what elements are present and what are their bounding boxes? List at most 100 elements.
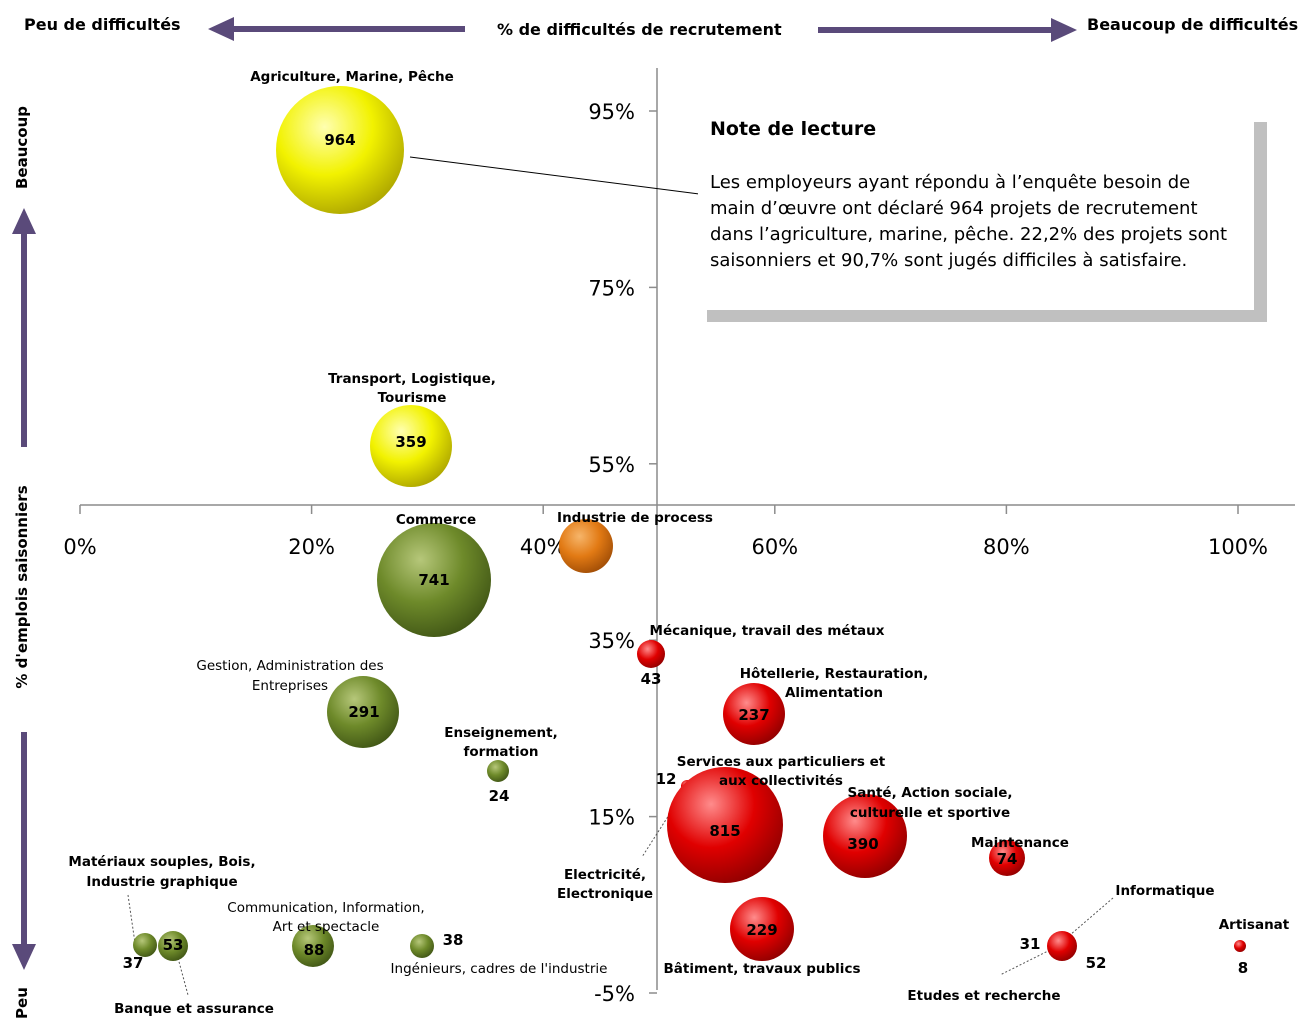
label-materiaux: Matériaux souples, Bois, (68, 854, 255, 870)
value-communication: 88 (304, 941, 325, 959)
label-electricite: Electricité, (564, 867, 646, 883)
x-tick-label: 80% (983, 535, 1030, 559)
value-enseignement: 24 (489, 787, 510, 805)
label-batiment: Bâtiment, travaux publics (664, 961, 861, 977)
label-services-2: aux collectivités (719, 773, 843, 789)
label-gestion: Gestion, Administration des (196, 658, 383, 674)
label-transport-2: Tourisme (378, 390, 447, 406)
label-industrie-process: Industrie de process (557, 510, 713, 526)
note-shadow-bottom (707, 306, 1267, 322)
value-agriculture: 964 (324, 131, 355, 149)
bubble-gestion-administration-des-entreprises (327, 676, 399, 748)
y-ticks: 95% 75% 55% 35% 15% -5% (588, 100, 657, 1006)
left-arrow-head (208, 17, 234, 41)
bubble-commerce (377, 523, 491, 637)
value-commerce: 741 (418, 571, 449, 589)
label-hotellerie: Hôtellerie, Restauration, (740, 666, 929, 682)
value-maintenance: 74 (997, 850, 1018, 868)
label-hotellerie-2: Alimentation (785, 685, 883, 701)
bubble-b-timent-travaux-publics (730, 897, 794, 961)
label-informatique: Informatique (1115, 883, 1214, 899)
note-title: Note de lecture (710, 118, 877, 140)
y-tick-label: 75% (588, 276, 635, 300)
bubble-enseignement-formation (487, 760, 509, 782)
bubble-industrie-de-process (559, 519, 613, 573)
bubble-sant-action-sociale-culturelle-et-sportive (823, 794, 907, 878)
value-ingenieurs: 38 (443, 931, 464, 949)
label-services: Services aux particuliers et (677, 754, 886, 770)
header-right-label: Beaucoup de difficultés (1087, 15, 1299, 34)
label-electricite-2: Electronique (557, 886, 653, 902)
bubble-maintenance (989, 840, 1025, 876)
x-tick-label: 60% (751, 535, 798, 559)
y-tick-label: 35% (588, 629, 635, 653)
side-top-label: Beaucoup (13, 105, 31, 189)
value-informatique: 52 (1086, 954, 1107, 972)
bubble-agriculture-marine-p-che (276, 86, 404, 214)
label-sante-2: culturelle et sportive (850, 805, 1010, 821)
y-tick-label: 55% (588, 453, 635, 477)
value-services: 815 (709, 822, 740, 840)
bubble-informatique (1047, 931, 1077, 961)
label-etudes: Etudes et recherche (907, 988, 1060, 1004)
note-body: Les employeurs ayant répondu à l’enquête… (710, 172, 1228, 271)
side-bottom-label: Peu (13, 987, 31, 1019)
category-labels: Agriculture, Marine, Pêche Transport, Lo… (68, 69, 1289, 1017)
value-sante: 390 (847, 835, 878, 853)
bubble-h-tellerie-restauration-alimentation (723, 683, 785, 745)
label-commerce: Commerce (396, 512, 476, 528)
bubble-services-aux-particuliers-et-aux-collectivit-s (667, 767, 783, 883)
y-tick-label: -5% (594, 982, 635, 1006)
x-tick-label: 0% (63, 535, 96, 559)
label-gestion-2: Entreprises (252, 678, 328, 694)
leader-banque (177, 957, 189, 996)
value-labels: 964 359 741 43 291 237 24 12 815 390 74 … (123, 131, 1249, 977)
x-tick-label: 20% (288, 535, 335, 559)
label-banque: Banque et assurance (114, 1001, 274, 1017)
bubble-mat-riaux-souples-bois-industrie-graphique (133, 933, 157, 957)
y-tick-label: 15% (588, 806, 635, 830)
side-middle-label: % d'emplois saisonniers (13, 485, 31, 689)
note-shadow-right (1252, 122, 1267, 322)
leader-materiaux (127, 894, 136, 944)
bubble-banque-et-assurance (158, 931, 188, 961)
label-sante: Santé, Action sociale, (848, 785, 1013, 801)
value-mecanique: 43 (641, 670, 662, 688)
reading-note: Note de lecture Les employeurs ayant rép… (698, 102, 1254, 310)
label-ingenieurs: Ingénieurs, cadres de l'industrie (391, 961, 608, 977)
bubble-communication-information-art-et-spectacle (292, 925, 334, 967)
label-communication-2: Art et spectacle (273, 919, 380, 935)
x-tick-label: 40% (520, 535, 567, 559)
value-electricite: 12 (656, 770, 677, 788)
label-materiaux-2: Industrie graphique (86, 874, 237, 890)
axes (80, 68, 1295, 990)
y-tick-label: 95% (588, 100, 635, 124)
leader-agriculture (409, 156, 708, 196)
label-mecanique: Mécanique, travail des métaux (650, 623, 885, 639)
value-banque: 53 (163, 936, 184, 954)
up-arrow-head (12, 208, 36, 234)
header-arrows (208, 17, 1077, 42)
right-arrow-head (1051, 18, 1077, 42)
leader-informatique (1069, 897, 1114, 936)
header-center-label: % de difficultés de recrutement (497, 20, 782, 39)
down-arrow-head (12, 944, 36, 970)
value-artisanat: 8 (1238, 959, 1248, 977)
header-left-label: Peu de difficultés (24, 15, 181, 34)
side-arrows (12, 208, 36, 970)
label-communication: Communication, Information, (227, 900, 424, 916)
label-artisanat: Artisanat (1219, 917, 1290, 933)
value-hotellerie: 237 (738, 706, 769, 724)
label-enseignement-2: formation (464, 744, 539, 760)
value-gestion: 291 (348, 703, 379, 721)
bubbles (133, 86, 1246, 967)
bubble-artisanat (1234, 940, 1246, 952)
label-enseignement: Enseignement, (444, 725, 558, 741)
label-agriculture: Agriculture, Marine, Pêche (250, 69, 454, 85)
bubble-transport-logistique-tourisme (370, 405, 452, 487)
label-maintenance: Maintenance (971, 835, 1069, 851)
bubble-ing-nieurs-cadres-de-l-industrie (410, 934, 434, 958)
bubble-m-canique-travail-des-m-taux (637, 640, 665, 668)
x-tick-label: 100% (1208, 535, 1268, 559)
